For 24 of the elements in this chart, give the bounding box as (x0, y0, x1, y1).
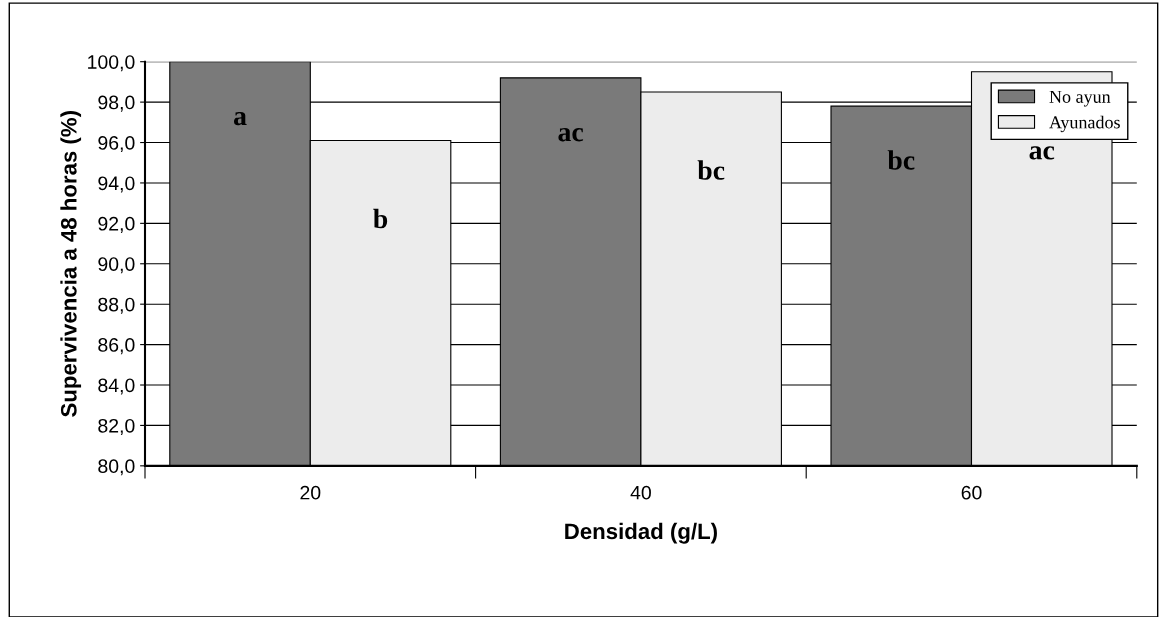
y-axis-title: Supervivencia a 48 horas (%) (60, 111, 82, 417)
y-tick-label: 88,0 (98, 297, 135, 314)
y-tick-label: 90,0 (98, 257, 135, 274)
x-tick-label: 60 (961, 485, 982, 500)
y-tick-label: 96,0 (98, 135, 135, 153)
y-tick-label: 98,0 (98, 95, 135, 112)
x-tick-label: 20 (300, 485, 321, 500)
y-tick-label: 82,0 (98, 418, 135, 435)
data-label: a (234, 111, 247, 126)
y-tick-label: 94,0 (98, 176, 135, 193)
data-label: bc (887, 150, 915, 170)
x-tick-label: 40 (630, 485, 651, 500)
y-tick-label: 100,0 (88, 55, 135, 72)
y-tick-label: 80,0 (98, 459, 135, 476)
y-tick-label: 84,0 (98, 378, 135, 395)
y-tick-label: 86,0 (98, 338, 135, 355)
data-label: bc (697, 160, 725, 180)
data-label: ac (1029, 146, 1055, 160)
y-tick-label: 92,0 (98, 216, 135, 233)
data-label: b (373, 208, 388, 229)
data-label: ac (558, 128, 584, 142)
legend-label: No ayun (1049, 90, 1111, 107)
x-axis-title: Densidad (g/L) (565, 522, 717, 544)
legend-label: Ayunados (1049, 115, 1120, 133)
